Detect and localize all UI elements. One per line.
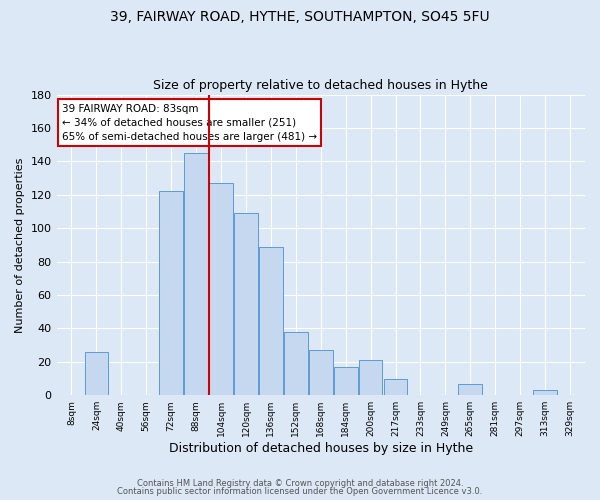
Bar bbox=[334, 367, 358, 395]
Text: 39 FAIRWAY ROAD: 83sqm
← 34% of detached houses are smaller (251)
65% of semi-de: 39 FAIRWAY ROAD: 83sqm ← 34% of detached… bbox=[62, 104, 317, 142]
Bar bbox=[209, 183, 233, 395]
Bar bbox=[384, 378, 407, 395]
X-axis label: Distribution of detached houses by size in Hythe: Distribution of detached houses by size … bbox=[169, 442, 473, 455]
Bar bbox=[458, 384, 482, 395]
Bar bbox=[309, 350, 332, 395]
Bar bbox=[234, 213, 258, 395]
Bar bbox=[184, 153, 208, 395]
Bar bbox=[359, 360, 382, 395]
Bar bbox=[160, 192, 183, 395]
Text: Contains public sector information licensed under the Open Government Licence v3: Contains public sector information licen… bbox=[118, 487, 482, 496]
Text: 39, FAIRWAY ROAD, HYTHE, SOUTHAMPTON, SO45 5FU: 39, FAIRWAY ROAD, HYTHE, SOUTHAMPTON, SO… bbox=[110, 10, 490, 24]
Text: Contains HM Land Registry data © Crown copyright and database right 2024.: Contains HM Land Registry data © Crown c… bbox=[137, 478, 463, 488]
Bar bbox=[259, 246, 283, 395]
Bar bbox=[85, 352, 108, 395]
Bar bbox=[533, 390, 557, 395]
Y-axis label: Number of detached properties: Number of detached properties bbox=[15, 157, 25, 332]
Bar bbox=[284, 332, 308, 395]
Title: Size of property relative to detached houses in Hythe: Size of property relative to detached ho… bbox=[154, 79, 488, 92]
